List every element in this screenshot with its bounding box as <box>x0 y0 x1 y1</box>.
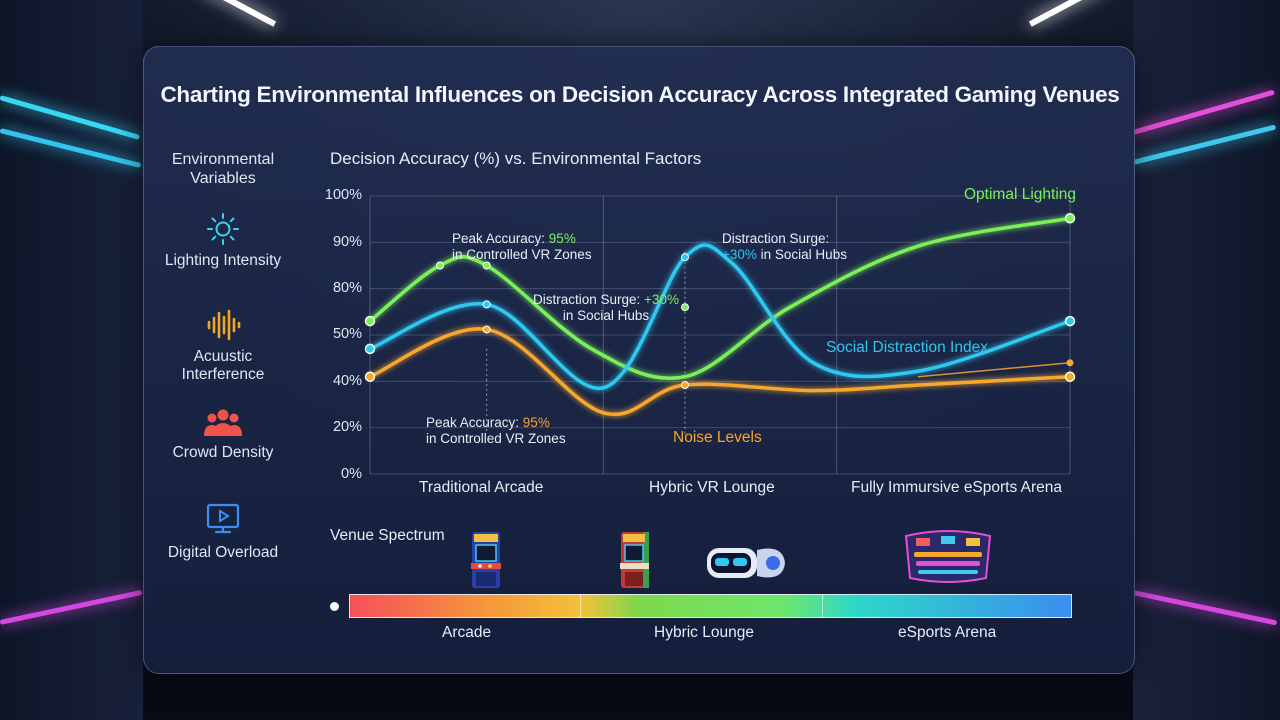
arcade-cabinet-icon <box>471 532 501 588</box>
series-label-optimal-lighting: Optimal Lighting <box>964 186 1077 203</box>
venue-spectrum-bar <box>349 594 1072 618</box>
legend-item-crowd: Crowd Density <box>158 406 288 462</box>
spectrum-start-dot <box>330 602 339 611</box>
legend-item-label: Digital Overload <box>167 544 279 561</box>
spectrum-divider <box>580 594 581 618</box>
x-tick-label: Hybric VR Lounge <box>649 479 775 496</box>
sound-wave-icon <box>207 309 241 341</box>
spectrum-label-hybrid: Hybric Lounge <box>654 624 754 641</box>
annotation-distraction-surge-top: Distraction Surge: +30% in Social Hubs <box>722 231 847 262</box>
chart-title: Decision Accuracy (%) vs. Environmental … <box>330 149 702 168</box>
legend-item-lighting: Lighting Intensity <box>158 212 288 270</box>
annotation-peak-accuracy-top: Peak Accuracy: 95% in Controlled VR Zone… <box>452 231 592 262</box>
crowd-icon <box>204 409 242 436</box>
background-glow-left <box>0 0 143 720</box>
legend-item-label: Lighting Intensity <box>164 252 282 269</box>
spectrum-label-arcade: Arcade <box>442 624 492 641</box>
y-tick-label: 20% <box>332 419 362 435</box>
y-tick-label: 50% <box>332 326 362 342</box>
legend-title: Environmental Variables <box>171 151 275 187</box>
annotation-distraction-surge-mid: Distraction Surge: +30% in Social Hubs <box>533 292 679 323</box>
screen-play-icon <box>206 503 240 534</box>
ceiling-light-left <box>193 0 277 27</box>
annotation-peak-accuracy-bottom: Peak Accuracy: 95% in Controlled VR Zone… <box>426 415 566 446</box>
x-tick-label: Fully Immursive eSports Arena <box>851 479 1063 496</box>
x-tick-label: Traditional Arcade <box>419 479 544 496</box>
series-label-noise-levels: Noise Levels <box>673 429 762 446</box>
legend-item-acoustic: Acuustic Interference <box>158 308 288 384</box>
legend-item-label: Crowd Density <box>172 444 274 461</box>
arcade-cabinet-icon <box>620 532 649 588</box>
sun-icon <box>207 213 239 245</box>
vr-headset-icon <box>707 548 785 578</box>
y-tick-label: 80% <box>332 280 362 296</box>
venue-spectrum-title: Venue Spectrum <box>330 527 445 544</box>
spectrum-divider <box>822 594 823 618</box>
spectrum-label-esports: eSports Arena <box>898 624 997 641</box>
series-label-social-distraction: Social Distraction Index <box>826 339 988 356</box>
legend-item-digital: Digital Overload <box>158 502 288 562</box>
legend-item-label: Acuustic Interference <box>181 348 265 383</box>
y-tick-label: 90% <box>332 234 362 250</box>
esports-arena-icon <box>904 530 992 583</box>
ceiling-light-right <box>1028 0 1112 27</box>
y-tick-label: 40% <box>332 373 362 389</box>
y-tick-label: 100% <box>324 187 362 203</box>
y-tick-label: 0% <box>341 466 362 482</box>
page-title: Charting Environmental Influences on Dec… <box>160 82 1120 107</box>
